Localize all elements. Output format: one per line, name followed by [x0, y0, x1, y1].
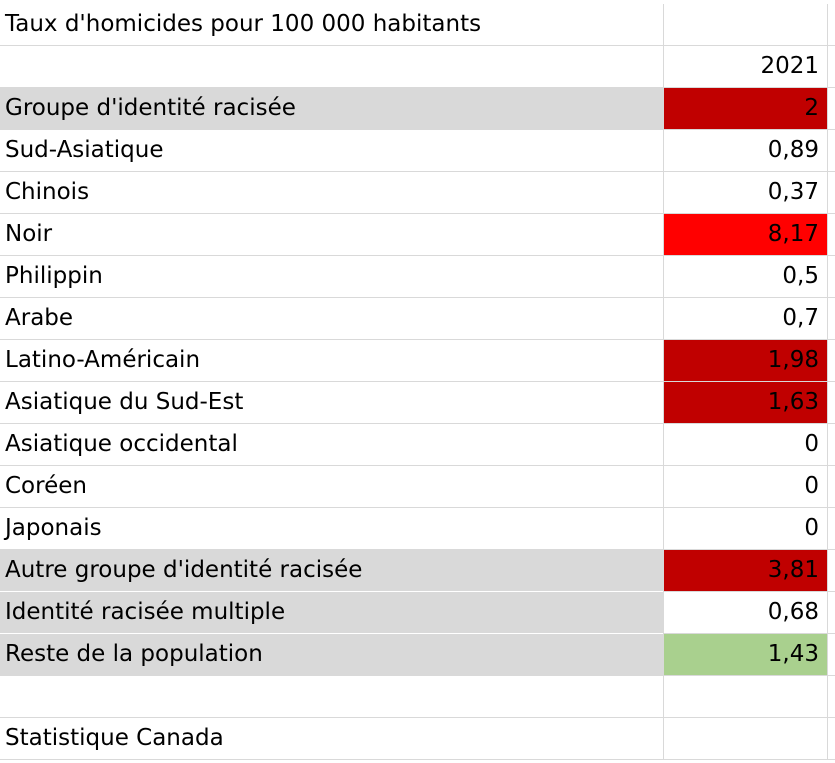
row-label-cell[interactable]: Groupe d'identité racisée — [0, 88, 663, 130]
row-label-cell[interactable]: Arabe — [0, 298, 663, 340]
table-row: Groupe d'identité racisée 2 — [0, 88, 835, 130]
tail-cell — [828, 634, 835, 676]
tail-cell — [828, 550, 835, 592]
table-row: Asiatique du Sud-Est 1,63 — [0, 382, 835, 424]
tail-cell — [828, 172, 835, 214]
tail-cell — [828, 214, 835, 256]
row-label-cell[interactable]: Asiatique du Sud-Est — [0, 382, 663, 424]
row-label-cell[interactable]: Philippin — [0, 256, 663, 298]
row-value-cell[interactable]: 0 — [663, 424, 828, 466]
row-value-cell[interactable]: 0,37 — [663, 172, 828, 214]
source-row: Statistique Canada — [0, 718, 835, 760]
row-value-cell[interactable]: 0 — [663, 466, 828, 508]
row-value-cell[interactable]: 8,17 — [663, 214, 828, 256]
table-row: Identité racisée multiple 0,68 — [0, 592, 835, 634]
row-value-cell[interactable]: 1,98 — [663, 340, 828, 382]
table-row: Sud-Asiatique 0,89 — [0, 130, 835, 172]
tail-cell — [828, 256, 835, 298]
table-row: Noir 8,17 — [0, 214, 835, 256]
header-row: 2021 — [0, 46, 835, 88]
tail-cell — [828, 130, 835, 172]
source-value-cell[interactable] — [663, 718, 828, 760]
row-value-cell[interactable]: 0,68 — [663, 592, 828, 634]
source-cell[interactable]: Statistique Canada — [0, 718, 663, 760]
table-row: Arabe 0,7 — [0, 298, 835, 340]
row-label-cell[interactable]: Latino-Américain — [0, 340, 663, 382]
table-row: Asiatique occidental 0 — [0, 424, 835, 466]
table-row: Japonais 0 — [0, 508, 835, 550]
table-row: Philippin 0,5 — [0, 256, 835, 298]
row-label-cell[interactable]: Asiatique occidental — [0, 424, 663, 466]
title-row: Taux d'homicides pour 100 000 habitants — [0, 4, 835, 46]
table-row: Coréen 0 — [0, 466, 835, 508]
tail-cell — [828, 466, 835, 508]
row-value-cell[interactable]: 0 — [663, 508, 828, 550]
table-row: Reste de la population 1,43 — [0, 634, 835, 676]
tail-cell — [828, 676, 835, 718]
title-value-cell[interactable] — [663, 4, 828, 46]
row-label-cell[interactable]: Sud-Asiatique — [0, 130, 663, 172]
row-label-cell[interactable]: Autre groupe d'identité racisée — [0, 550, 663, 592]
tail-cell — [828, 46, 835, 88]
row-label-cell[interactable]: Identité racisée multiple — [0, 592, 663, 634]
empty-label-cell[interactable] — [0, 676, 663, 718]
row-value-cell[interactable]: 0,89 — [663, 130, 828, 172]
row-label-cell[interactable]: Coréen — [0, 466, 663, 508]
row-value-cell[interactable]: 2 — [663, 88, 828, 130]
cell-grid: Taux d'homicides pour 100 000 habitants … — [0, 4, 835, 760]
tail-cell — [828, 298, 835, 340]
row-label-cell[interactable]: Noir — [0, 214, 663, 256]
row-value-cell[interactable]: 3,81 — [663, 550, 828, 592]
row-label-cell[interactable]: Chinois — [0, 172, 663, 214]
title-cell[interactable]: Taux d'homicides pour 100 000 habitants — [0, 4, 663, 46]
row-value-cell[interactable]: 1,63 — [663, 382, 828, 424]
empty-value-cell[interactable] — [663, 676, 828, 718]
table-row: Autre groupe d'identité racisée 3,81 — [0, 550, 835, 592]
data-rows: Groupe d'identité racisée 2 Sud-Asiatique 0… — [0, 88, 835, 676]
tail-cell — [828, 424, 835, 466]
row-label-cell[interactable]: Reste de la population — [0, 634, 663, 676]
tail-cell — [828, 592, 835, 634]
tail-cell — [828, 88, 835, 130]
tail-cell — [828, 508, 835, 550]
row-label-cell[interactable]: Japonais — [0, 508, 663, 550]
tail-cell — [828, 4, 835, 46]
table-row: Latino-Américain 1,98 — [0, 340, 835, 382]
row-value-cell[interactable]: 1,43 — [663, 634, 828, 676]
header-label-cell[interactable] — [0, 46, 663, 88]
tail-cell — [828, 382, 835, 424]
year-header-cell[interactable]: 2021 — [663, 46, 828, 88]
tail-cell — [828, 340, 835, 382]
tail-cell — [828, 718, 835, 760]
row-value-cell[interactable]: 0,5 — [663, 256, 828, 298]
table-row: Chinois 0,37 — [0, 172, 835, 214]
row-value-cell[interactable]: 0,7 — [663, 298, 828, 340]
empty-row — [0, 676, 835, 718]
